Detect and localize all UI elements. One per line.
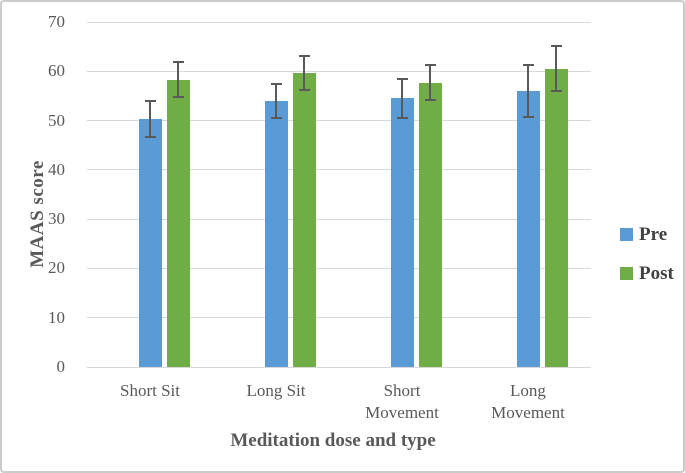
legend: Pre Post [620, 224, 674, 302]
error-bar-cap [144, 99, 156, 102]
gridline [87, 70, 591, 72]
error-bar [429, 64, 431, 101]
y-tick-label: 0 [56, 357, 66, 376]
error-bar [527, 65, 529, 117]
gridline [87, 21, 591, 23]
legend-label: Post [639, 263, 674, 284]
bar-post [292, 72, 316, 367]
gridline [87, 218, 591, 220]
x-category-label: Short Sit [120, 381, 180, 400]
error-bar-cap [270, 82, 282, 85]
bar-pre [390, 98, 414, 367]
error-bar-cap [396, 77, 408, 80]
legend-swatch-post-icon [620, 267, 633, 280]
error-bar-cap [144, 136, 156, 139]
error-bar [303, 55, 305, 90]
gridline [87, 366, 591, 368]
x-category-label: Long Sit [246, 381, 306, 400]
gridline [87, 169, 591, 171]
gridline [87, 120, 591, 122]
y-tick-label: 70 [48, 12, 65, 31]
error-bar-cap [298, 54, 310, 57]
error-bar-cap [424, 63, 436, 66]
error-bar-cap [298, 89, 310, 91]
bar-post [418, 82, 442, 367]
legend-item-pre: Pre [620, 224, 674, 245]
error-bar-cap [522, 64, 534, 67]
bar-pre [516, 91, 540, 367]
error-bar [149, 100, 151, 138]
error-bar-cap [172, 60, 184, 63]
y-tick-label: 50 [48, 110, 65, 130]
x-category-label: Long Movement [491, 381, 565, 422]
error-bar-cap [550, 90, 562, 93]
error-bar [275, 83, 277, 119]
error-bar [401, 78, 403, 119]
y-tick-label: 60 [48, 61, 65, 81]
y-tick-label: 30 [48, 209, 65, 229]
error-bar-cap [522, 115, 534, 118]
gridline [87, 267, 591, 269]
legend-label: Pre [639, 224, 668, 245]
gridline [87, 317, 591, 319]
x-category-label: Short Movement [365, 381, 439, 422]
bar-pre [138, 119, 162, 367]
bar-pre [264, 100, 288, 367]
error-bar-cap [550, 45, 562, 48]
bar-post [544, 68, 568, 367]
error-bar [555, 46, 557, 92]
error-bar-cap [270, 117, 282, 120]
y-tick-label: 40 [48, 159, 65, 179]
y-axis-ticks: 0 10 20 30 40 50 60 70 [2, 12, 75, 376]
error-bar-cap [172, 96, 184, 99]
plot-area [87, 21, 591, 368]
legend-item-post: Post [620, 263, 674, 284]
error-bar [177, 61, 179, 98]
y-tick-label: 20 [48, 258, 65, 278]
y-tick-label: 10 [48, 307, 65, 327]
x-axis-title: Meditation dose and type [230, 430, 436, 451]
error-bar-cap [424, 99, 436, 102]
error-bar-cap [396, 117, 408, 120]
legend-swatch-pre-icon [620, 228, 633, 241]
bar-post [166, 79, 190, 367]
x-axis-ticks: Short Sit Long Sit Short Movement Long Move… [87, 380, 591, 426]
